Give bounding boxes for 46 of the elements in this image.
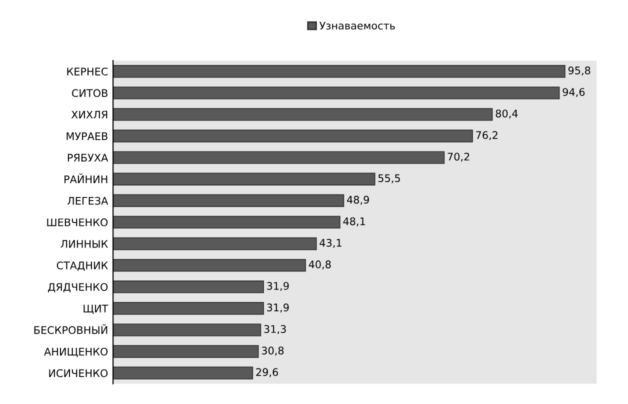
y-tick-label: КЕРНЕС	[67, 68, 108, 76]
bar	[113, 280, 264, 294]
legend-label: Узнаваемость	[319, 22, 395, 30]
bar	[113, 194, 344, 207]
bar	[113, 151, 445, 164]
data-label: 80,4	[496, 110, 518, 119]
y-tick-label: ЛИННЫК	[60, 240, 108, 248]
y-tick-label: АНИЩЕНКО	[44, 348, 108, 358]
y-tick-label: СИТОВ	[72, 89, 108, 98]
y-tick-label: ИСИЧЕНКО	[49, 369, 108, 378]
data-label: 43,1	[320, 238, 342, 248]
y-tick-label: ХИХЛЯ	[71, 110, 108, 118]
y-tick-label: ДЯДЧЕНКО	[48, 283, 108, 292]
y-tick-label: ШЕВЧЕНКО	[47, 218, 108, 226]
bar	[113, 345, 259, 358]
data-label: 31,9	[267, 304, 289, 312]
bar	[113, 258, 306, 272]
data-label: 76,2	[476, 131, 498, 140]
bar	[113, 237, 317, 250]
data-label: 30,8	[262, 346, 284, 356]
bar	[113, 130, 473, 142]
data-label: 55,5	[378, 174, 400, 184]
bar	[113, 216, 340, 229]
data-label: 95,8	[568, 66, 590, 76]
data-label: 29,6	[256, 368, 278, 378]
data-label: 31,9	[267, 282, 289, 291]
y-tick-label: ЩИТ	[84, 304, 108, 314]
data-label: 70,2	[448, 152, 470, 162]
y-tick-label: БЕСКРОВНЫЙ	[34, 324, 108, 334]
data-label: 94,6	[562, 88, 585, 98]
bar	[113, 172, 376, 186]
bar	[113, 324, 262, 336]
bar	[113, 366, 254, 380]
y-tick-label: СТАДНИК	[56, 262, 108, 271]
bar	[113, 65, 566, 78]
y-tick-label: ЛЕГЕЗА	[67, 196, 108, 205]
data-label: 48,1	[343, 217, 365, 226]
data-label: 31,3	[264, 325, 286, 334]
y-tick-label: МУРАЕВ	[66, 132, 108, 140]
y-tick-label: РАЙНИН	[64, 173, 108, 184]
bar	[113, 302, 264, 315]
bar	[113, 108, 493, 121]
y-tick-label: РЯБУХА	[68, 154, 108, 162]
data-label: 48,9	[347, 196, 369, 205]
data-label: 40,8	[308, 260, 331, 270]
bar	[113, 86, 560, 100]
